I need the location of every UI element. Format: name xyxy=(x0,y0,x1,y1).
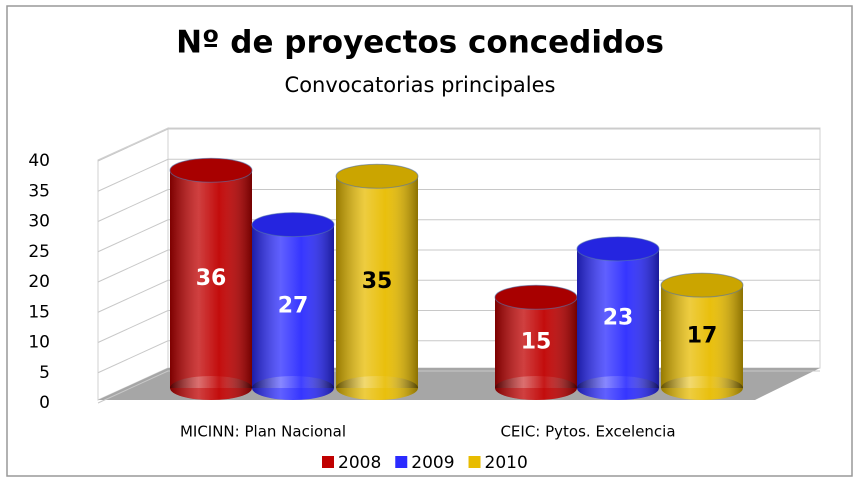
cylinder-shade xyxy=(495,297,577,388)
y-tick-label: 20 xyxy=(28,272,50,292)
bar xyxy=(169,157,253,400)
data-label: 35 xyxy=(362,269,393,294)
data-label: 23 xyxy=(603,305,634,330)
bar xyxy=(335,163,419,400)
cylinder-base-shade xyxy=(170,376,252,400)
chart-subtitle: Convocatorias principales xyxy=(285,73,556,97)
legend-label: 2009 xyxy=(411,453,454,473)
legend-swatch xyxy=(468,456,481,468)
cylinder-base-shade xyxy=(495,376,577,400)
cylinder-shade xyxy=(577,248,659,388)
cylinder-base-shade xyxy=(252,376,334,400)
y-tick-label: 30 xyxy=(28,212,50,232)
bar xyxy=(494,284,578,400)
cylinder-shade xyxy=(170,170,252,388)
legend-swatch xyxy=(322,456,334,468)
y-tick-label: 40 xyxy=(28,151,50,171)
side-wall xyxy=(97,127,169,401)
data-label: 17 xyxy=(687,324,718,349)
y-tick-label: 25 xyxy=(28,242,50,262)
y-tick-label: 15 xyxy=(28,302,50,322)
legend-label: 2008 xyxy=(338,453,381,473)
cylinder-top xyxy=(169,157,253,183)
cylinder-base-shade xyxy=(577,376,659,400)
y-tick-label: 0 xyxy=(39,393,50,413)
cylinder-top xyxy=(251,212,335,238)
cylinder-top-light xyxy=(170,158,252,183)
cylinder-top-light xyxy=(336,164,418,189)
data-label: 27 xyxy=(278,293,309,318)
y-tick-label: 10 xyxy=(28,333,50,353)
grid-line xyxy=(97,189,820,222)
cylinder-shade xyxy=(336,176,418,388)
bar xyxy=(251,212,335,400)
data-label: 15 xyxy=(521,330,552,355)
legend-label: 2010 xyxy=(485,453,528,473)
data-label: 36 xyxy=(196,266,227,291)
legend-swatch xyxy=(395,456,408,468)
cylinder-top-light xyxy=(577,236,659,261)
x-tick-label: CEIC: Pytos. Excelencia xyxy=(500,423,675,441)
cylinder-top xyxy=(660,272,744,298)
bar xyxy=(660,272,744,400)
grid-line xyxy=(97,219,820,253)
cylinder-top-light xyxy=(252,212,334,237)
cylinder-base-shade xyxy=(661,376,743,400)
cylinder-shade xyxy=(252,224,334,388)
cylinder-top xyxy=(335,163,419,189)
x-tick-label: MICINN: Plan Nacional xyxy=(180,423,346,441)
grid-line xyxy=(97,128,820,162)
grid-line xyxy=(97,158,820,192)
cylinder-shade xyxy=(661,285,743,388)
cylinder-top-light xyxy=(661,273,743,298)
cylinder-top-light xyxy=(495,285,577,310)
cylinder-base-shade xyxy=(336,376,418,400)
y-tick-label: 5 xyxy=(39,363,50,383)
chart-title: Nº de proyectos concedidos xyxy=(176,25,664,61)
bar xyxy=(576,236,660,400)
y-tick-label: 35 xyxy=(28,181,50,201)
cylinder-top xyxy=(576,236,660,262)
